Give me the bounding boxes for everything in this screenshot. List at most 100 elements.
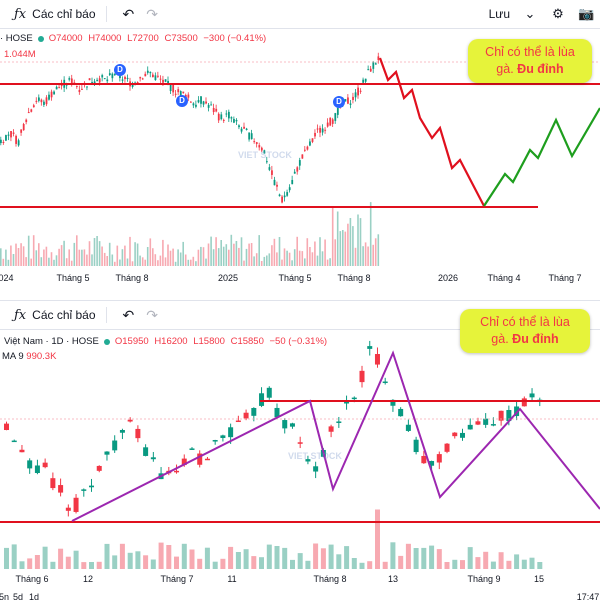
x-tick-label: Tháng 5 xyxy=(278,273,312,283)
redo-icon[interactable]: ↷ xyxy=(146,5,158,22)
camera-icon[interactable]: 📷 xyxy=(578,6,595,21)
candle-body xyxy=(164,79,167,82)
volume-bar xyxy=(326,259,329,266)
volume-bar xyxy=(235,552,241,569)
bottom-toolbar: ƒx Các chỉ báo ↶ ↷ xyxy=(0,301,600,330)
volume-bar xyxy=(187,259,190,266)
candle-body xyxy=(452,432,458,437)
candle-body xyxy=(266,387,272,398)
candle-body xyxy=(19,449,25,453)
dividend-marker[interactable]: D xyxy=(114,64,126,76)
volume-bar xyxy=(490,561,496,569)
volume-bar xyxy=(238,247,240,266)
volume-bar xyxy=(166,545,172,569)
undo-icon[interactable]: ↶ xyxy=(122,306,135,323)
candle-body xyxy=(65,507,71,511)
function-icon: ƒx xyxy=(14,6,27,22)
candle-body xyxy=(58,485,64,493)
volume-bar xyxy=(157,260,159,266)
top-toolbar: ƒx Các chỉ báo ↶ ↷ Lưu ⌄ ⚙ 📷 xyxy=(0,0,600,29)
bottom-chart-canvas[interactable] xyxy=(0,329,600,571)
candle-body xyxy=(48,94,50,100)
volume-bar xyxy=(349,218,352,266)
volume-bar xyxy=(266,544,272,569)
volume-bar xyxy=(220,558,226,569)
candle-body xyxy=(251,407,257,416)
volume-ma-value: 990.3K xyxy=(26,351,57,362)
indicators-button[interactable]: ƒx Các chỉ báo xyxy=(14,308,96,323)
volume-bar xyxy=(124,245,126,266)
volume-bar xyxy=(324,239,326,266)
candle-body xyxy=(475,421,481,425)
projection-down-path xyxy=(378,57,485,207)
volume-bar xyxy=(243,260,245,266)
indicators-button[interactable]: ƒx Các chỉ báo xyxy=(14,7,96,22)
candle-body xyxy=(200,96,202,104)
candle-body xyxy=(405,424,411,431)
gear-icon[interactable]: ⚙ xyxy=(552,6,564,21)
undo-icon[interactable]: ↶ xyxy=(122,5,135,22)
volume-bar xyxy=(342,230,344,266)
top-chart-canvas[interactable] xyxy=(0,28,600,268)
volume-bar xyxy=(150,559,156,569)
candle-body xyxy=(220,114,223,120)
volume-bar xyxy=(329,258,331,266)
volume-bar xyxy=(68,249,70,266)
volume-bar xyxy=(483,551,489,569)
volume-bar xyxy=(320,548,326,569)
candle-body xyxy=(367,69,370,71)
candle-body xyxy=(293,171,296,174)
candle-body xyxy=(154,75,157,80)
ohlc-values: O15950 H16200 L15800 C15850 −50 (−0.31%) xyxy=(115,336,330,347)
volume-bar xyxy=(382,561,388,569)
candle-body xyxy=(114,74,116,76)
volume-bar xyxy=(398,555,404,569)
candle-body xyxy=(27,112,30,114)
volume-bar xyxy=(372,244,374,266)
candle-body xyxy=(382,381,388,384)
volume-bar xyxy=(233,243,235,266)
symbol-title: Việt Nam · 1D · HOSE xyxy=(4,336,99,347)
dividend-marker[interactable]: D xyxy=(333,96,345,108)
candle-body xyxy=(126,77,129,79)
volume-bar xyxy=(89,562,94,569)
volume-bar xyxy=(263,256,266,266)
top-time-axis[interactable]: 024 Tháng 5 Tháng 8 2025 Tháng 5 Tháng 8 2026 T… xyxy=(0,268,600,290)
chevron-down-icon[interactable]: ⌄ xyxy=(524,6,536,21)
candle-body xyxy=(146,70,149,73)
volume-bar xyxy=(30,258,32,266)
x-tick-label: 5n xyxy=(0,592,10,601)
volume-bar xyxy=(81,249,83,266)
volume-bar xyxy=(96,236,98,266)
candle-body xyxy=(30,109,33,112)
candle-body xyxy=(276,184,278,187)
bottom-time-axis[interactable]: Tháng 6 12 Tháng 7 11 Tháng 8 13 Tháng 9 15 xyxy=(0,569,600,591)
candle-body xyxy=(2,141,5,143)
candle-body xyxy=(93,81,96,84)
indicators-label: Các chỉ báo xyxy=(32,308,96,322)
volume-bar xyxy=(184,254,187,266)
candle-body xyxy=(352,96,354,100)
candle-body xyxy=(235,420,241,423)
candle-body xyxy=(309,141,311,146)
volume-bar xyxy=(316,255,319,266)
volume-bar xyxy=(374,238,377,266)
volume-bar xyxy=(364,242,367,266)
save-button[interactable]: Lưu xyxy=(488,7,510,21)
x-tick-label: 024 xyxy=(0,273,14,283)
candle-body xyxy=(98,78,101,83)
volume-bar xyxy=(7,259,10,266)
top-chart-panel: ƒx Các chỉ báo ↶ ↷ Lưu ⌄ ⚙ 📷 · HOSE O740… xyxy=(0,0,600,300)
volume-bar xyxy=(253,256,255,266)
volume-bar xyxy=(297,553,303,569)
volume-bar xyxy=(167,244,169,266)
volume-bar xyxy=(63,240,65,266)
close-value: C15850 xyxy=(230,336,264,347)
volume-bar xyxy=(354,247,357,266)
redo-icon[interactable]: ↷ xyxy=(146,306,158,323)
candle-body xyxy=(273,179,276,186)
volume-bar xyxy=(266,255,268,266)
dividend-marker[interactable]: D xyxy=(176,95,188,107)
x-tick-label: 13 xyxy=(387,574,399,584)
candle-body xyxy=(250,133,253,140)
